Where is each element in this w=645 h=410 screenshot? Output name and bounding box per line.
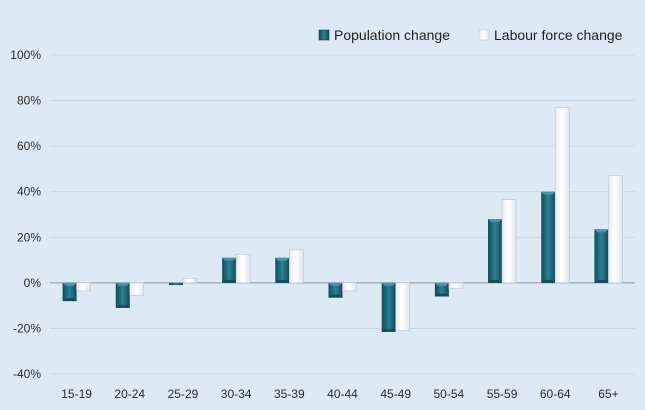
y-axis-ticks: -40% -20% 0% 20% 40% 60% 80% 100% — [10, 48, 41, 381]
population-change-bar — [328, 282, 343, 298]
labour-force-change-bar — [608, 175, 623, 284]
labour-force-change-bar — [76, 282, 91, 292]
labour-force-change-bar — [235, 254, 251, 284]
labour-force-change-bar — [289, 249, 304, 284]
population-change-bar — [115, 282, 130, 308]
x-tick-label: 35-39 — [274, 387, 305, 401]
legend-label: Labour force change — [494, 27, 623, 43]
y-tick-label: 80% — [17, 94, 41, 108]
population-change-bar — [275, 257, 290, 283]
labour-force-change-bar — [182, 277, 198, 284]
x-tick-label: 60-64 — [540, 387, 571, 401]
labour-force-change-bar — [395, 282, 410, 332]
population-change-bar — [488, 219, 503, 283]
population-change-bar — [594, 229, 609, 283]
population-change-bar — [168, 282, 183, 286]
legend: Population change Labour force change — [318, 27, 623, 43]
x-tick-label: 30-34 — [221, 387, 252, 401]
x-axis-ticks: 15-19 20-24 25-29 30-34 35-39 40-44 45-49 50-54… — [61, 387, 618, 401]
x-tick-label: 15-19 — [61, 387, 92, 401]
population-change-bar — [222, 257, 237, 283]
x-tick-label: 50-54 — [434, 387, 465, 401]
y-tick-label: 40% — [17, 185, 41, 199]
labour-force-change-bar — [554, 107, 570, 284]
labour-force-change-bar — [342, 282, 357, 292]
y-tick-label: 100% — [10, 48, 41, 62]
legend-item-population-change: Population change — [318, 27, 450, 43]
labour-force-change-bar — [129, 282, 145, 296]
legend-swatch — [478, 29, 490, 41]
x-tick-label: 25-29 — [168, 387, 199, 401]
legend-item-labour-force-change: Labour force change — [478, 27, 623, 43]
y-tick-label: 20% — [17, 230, 41, 244]
x-tick-label: 65+ — [598, 387, 618, 401]
population-change-bar — [381, 282, 396, 332]
x-tick-label: 20-24 — [114, 387, 145, 401]
population-change-bar — [62, 282, 77, 302]
labour-force-change-bar — [501, 199, 517, 284]
legend-swatch — [318, 29, 330, 41]
x-tick-label: 45-49 — [380, 387, 411, 401]
x-tick-label: 40-44 — [327, 387, 358, 401]
labour-force-change-bar — [448, 282, 464, 289]
y-tick-label: -40% — [13, 367, 41, 381]
y-tick-label: -20% — [13, 321, 41, 335]
population-change-bar — [434, 282, 449, 297]
population-change-bar — [541, 191, 556, 283]
bars — [62, 107, 623, 332]
legend-label: Population change — [334, 27, 450, 43]
y-tick-label: 0% — [24, 276, 42, 290]
x-tick-label: 55-59 — [487, 387, 518, 401]
y-tick-label: 60% — [17, 139, 41, 153]
